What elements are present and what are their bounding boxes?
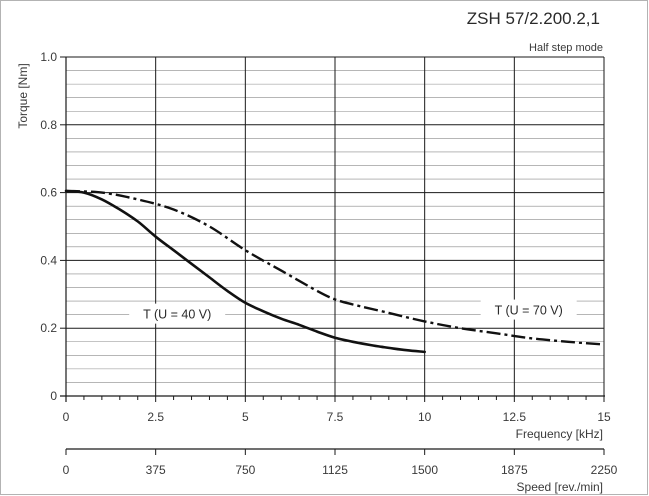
y-tick-label: 1.0 xyxy=(40,50,57,64)
series-label-70v: T (U = 70 V) xyxy=(495,304,563,318)
x-tick-labels: 0 2.5 5 7.5 10 12.5 15 xyxy=(63,410,611,424)
y-tick-label: 0.8 xyxy=(40,118,57,132)
series-line-70v xyxy=(65,189,605,346)
x-tick-label: 0 xyxy=(63,410,70,424)
y-tick-labels: 0 0.2 0.4 0.6 0.8 1.0 xyxy=(40,50,57,403)
y-tick-label: 0.4 xyxy=(40,253,57,267)
speed-tick-label: 1875 xyxy=(501,463,528,477)
x-tick-label: 5 xyxy=(242,410,249,424)
speed-tick-label: 375 xyxy=(146,463,166,477)
series-labels: T (U = 40 V) T (U = 70 V) xyxy=(129,299,577,324)
plot-grid xyxy=(66,56,605,396)
series-curves xyxy=(64,189,605,354)
chart-subtitle: Half step mode xyxy=(529,42,603,54)
series-label-background xyxy=(480,299,577,320)
speed-tick-label: 1500 xyxy=(411,463,438,477)
x-tick-label: 7.5 xyxy=(327,410,344,424)
series-label-40v: T (U = 40 V) xyxy=(143,308,211,322)
y-tick-label: 0.2 xyxy=(40,321,57,335)
y-tick-label: 0.6 xyxy=(40,186,57,200)
x2-axis-label: Speed [rev./min] xyxy=(517,480,603,494)
x-axis-label: Frequency [kHz] xyxy=(516,427,603,441)
chart-title: ZSH 57/2.200.2,1 xyxy=(467,9,600,28)
x-tick-label: 12.5 xyxy=(503,410,527,424)
speed-tick-labels: 0 375 750 1125 1500 1875 2250 xyxy=(63,463,618,477)
plot-axes xyxy=(60,56,605,455)
x-tick-label: 10 xyxy=(418,410,432,424)
series-line-40v xyxy=(64,189,426,354)
speed-tick-label: 2250 xyxy=(591,463,618,477)
speed-tick-label: 0 xyxy=(63,463,70,477)
speed-tick-label: 1125 xyxy=(322,463,348,477)
x-tick-label: 15 xyxy=(597,410,611,424)
y-tick-label: 0 xyxy=(50,389,57,403)
series-label-background xyxy=(129,303,226,324)
y-axis-label: Torque [Nm] xyxy=(16,63,30,128)
speed-tick-label: 750 xyxy=(235,463,255,477)
x-tick-label: 2.5 xyxy=(147,410,164,424)
